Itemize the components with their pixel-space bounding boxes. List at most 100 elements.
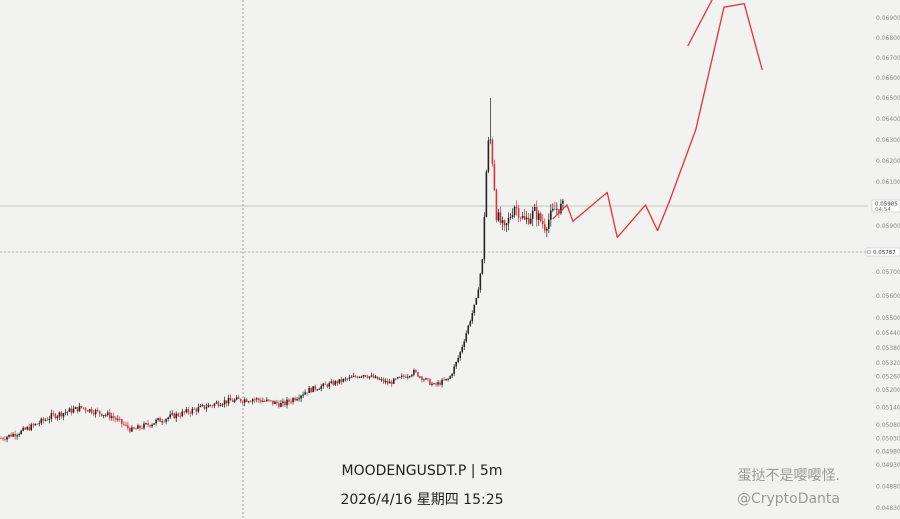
candle-body (560, 203, 562, 214)
candle-body (44, 419, 47, 421)
candle-body (117, 418, 119, 420)
y-tick-label: 0.06900 (876, 15, 900, 22)
candle-body (384, 380, 387, 383)
candle-body (556, 209, 558, 210)
candle-body (342, 378, 345, 382)
candle-body (493, 164, 496, 191)
candle-body (392, 378, 395, 384)
crosshair-price-label: 0.05787 (873, 250, 896, 256)
candle-body (469, 321, 472, 326)
y-tick-label: 0.05380 (876, 345, 900, 352)
candle-body (554, 208, 556, 210)
candle-body (221, 404, 224, 406)
candle-body (411, 374, 413, 377)
candle-body (562, 200, 564, 204)
candle-body (72, 408, 75, 413)
candle-body (346, 378, 349, 380)
candle-body (133, 427, 135, 429)
candle-body (336, 381, 339, 384)
candle-body (324, 383, 327, 385)
candle-body (270, 400, 272, 402)
candle-body (503, 220, 506, 226)
candle-body (125, 424, 127, 426)
candle-body (223, 400, 226, 405)
candle-body (314, 386, 316, 390)
candle-body (98, 410, 101, 414)
candle-body (497, 212, 500, 221)
symbol-caption: MOODENGUSDT.P | 5m (341, 463, 503, 479)
candle-body (251, 399, 254, 402)
candle-body (46, 419, 49, 421)
candle-body (255, 398, 258, 400)
candle-body (316, 389, 318, 391)
candle-body (449, 376, 451, 379)
y-tick-label: 0.05080 (876, 422, 900, 429)
candle-body (459, 351, 461, 358)
candle-body (511, 215, 514, 218)
candle-body (531, 210, 534, 219)
candle-body (541, 220, 544, 225)
candle-body (16, 435, 18, 437)
candle-body (320, 386, 323, 390)
candle-body (441, 379, 443, 385)
y-tick-label: 0.06300 (876, 137, 900, 144)
candle-body (181, 411, 184, 417)
candle-body (247, 401, 250, 403)
candle-body (253, 399, 256, 401)
candle-body (552, 208, 554, 211)
candle-body (286, 399, 288, 406)
candle-body (199, 405, 202, 408)
y-tick-label: 0.06100 (876, 179, 900, 186)
candle-body (243, 399, 246, 403)
candle-body (543, 224, 546, 231)
candle-body (108, 412, 111, 419)
candle-body (225, 400, 228, 404)
candle-body (90, 409, 93, 413)
candle-body (487, 140, 490, 172)
candle-body (368, 376, 371, 378)
candle-body (507, 218, 510, 224)
candle-body (213, 403, 216, 406)
candle-body (473, 304, 476, 314)
y-tick-label: 0.04980 (876, 449, 900, 456)
candle-body (135, 428, 137, 430)
candle-body (157, 418, 159, 420)
candle-body (207, 405, 210, 408)
candle-body (272, 400, 274, 405)
candle-body (471, 313, 474, 322)
candle-body (326, 384, 329, 387)
crosshair-price-marker (865, 247, 900, 257)
candle-body (505, 223, 508, 226)
candle-body (40, 418, 43, 424)
y-tick-label: 0.04830 (876, 505, 900, 512)
candle-body (477, 289, 480, 299)
candle-body (151, 424, 153, 427)
candle-body (525, 217, 528, 220)
candle-body (338, 379, 341, 384)
y-tick-label: 0.05440 (876, 330, 900, 337)
candle-body (382, 379, 385, 383)
candle-body (50, 413, 53, 419)
y-tick-label: 0.05200 (876, 387, 900, 394)
candle-body (201, 405, 204, 406)
candle-body (433, 383, 435, 385)
candle-body (96, 410, 99, 411)
candle-body (145, 423, 147, 425)
candle-body (453, 366, 455, 374)
candle-body (104, 414, 107, 416)
candle-body (409, 376, 411, 378)
candle-body (112, 416, 115, 418)
price-axis: 0.06900 0.06800 0.06700 0.06600 0.06500 0.064… (876, 15, 900, 512)
candle-body (356, 376, 359, 378)
candle-body (245, 399, 248, 402)
candle-body (398, 376, 401, 378)
candle-body (205, 407, 208, 409)
candle-body (131, 427, 133, 432)
candle-body (479, 273, 482, 290)
candle-body (129, 427, 131, 432)
candle-body (233, 399, 236, 402)
candle-body (177, 413, 180, 416)
candle-body (12, 433, 14, 437)
candle-body (264, 400, 266, 402)
